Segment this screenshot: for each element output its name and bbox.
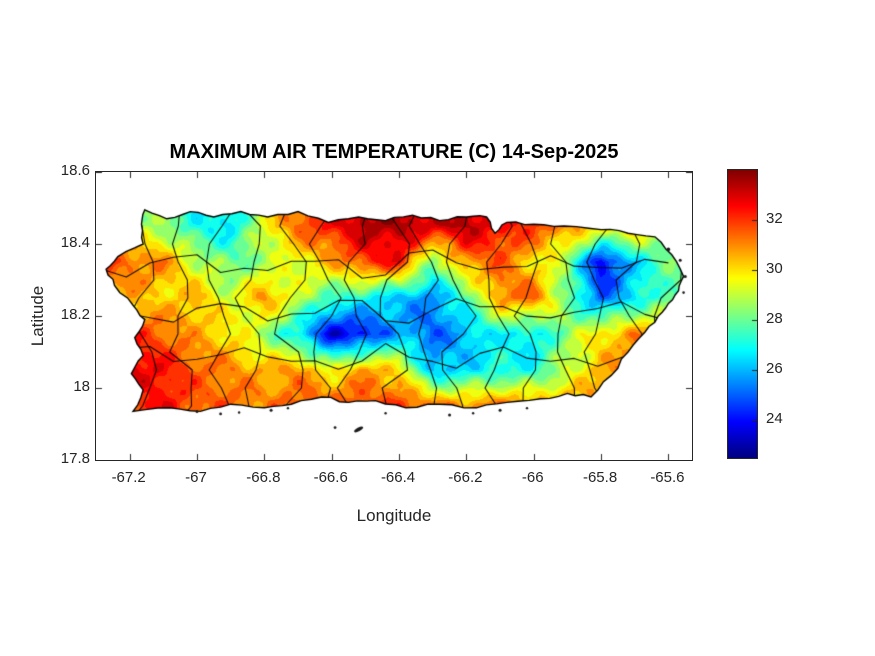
x-tick-label: -66.6 [313,469,348,486]
colorbar [727,169,758,459]
colorbar-tick-label: 30 [766,260,783,277]
colorbar-gradient-canvas [728,170,757,458]
x-tick-label: -65.8 [582,469,618,486]
x-tick-label: -67 [185,469,207,486]
y-tick-label: 18.6 [60,162,90,179]
plot-area [95,171,693,461]
y-tick-label: 18 [73,378,90,395]
colorbar-tick-label: 26 [766,360,783,377]
y-tick-label: 17.8 [60,450,90,467]
x-tick-label: -66 [521,469,544,486]
plot-title: MAXIMUM AIR TEMPERATURE (C) 14-Sep-2025 [169,141,619,163]
x-tick-label: -66.2 [448,469,483,486]
temperature-map-canvas [96,172,692,460]
x-tick-label: -65.6 [650,469,685,486]
colorbar-tick-label: 24 [766,410,783,427]
y-tick-label: 18.4 [60,234,90,251]
x-tick-label: -66.8 [246,469,281,486]
x-tick-label: -66.4 [380,469,416,486]
colorbar-tick-label: 28 [766,310,783,327]
y-tick-label: 18.2 [60,306,90,323]
x-axis-label: Longitude [356,506,432,525]
x-tick-label: -67.2 [111,469,146,486]
colorbar-tick-label: 32 [766,210,783,227]
